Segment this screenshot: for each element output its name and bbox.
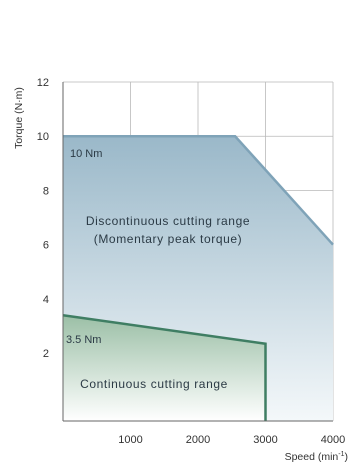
y-axis-title-text: Torque (N·m) — [13, 87, 25, 149]
discontinuous-range-label: Discontinuous cutting range — [86, 214, 250, 228]
continuous-torque-label: 3.5 Nm — [66, 334, 101, 346]
y-tick-label-6: 6 — [43, 240, 49, 252]
y-tick-label-12: 12 — [37, 77, 49, 89]
x-tick-labels: 1000 2000 3000 4000 — [118, 434, 345, 446]
continuous-range-boundary — [62, 313, 267, 421]
continuous-range-label: Continuous cutting range — [80, 377, 228, 391]
x-tick-label-2000: 2000 — [186, 434, 210, 446]
y-tick-label-8: 8 — [43, 185, 49, 197]
x-tick-label-1000: 1000 — [118, 434, 142, 446]
x-axis-title-text: Speed (min — [285, 451, 339, 463]
x-tick-label-4000: 4000 — [321, 434, 345, 446]
x-axis-title-close: ) — [345, 451, 349, 463]
y-tick-labels: 2 4 6 8 10 12 — [37, 77, 49, 360]
x-axis-title-superscript: -1 — [338, 451, 344, 458]
y-axis-title: Torque (N·m) — [13, 87, 25, 149]
discontinuous-range-boundary — [63, 134, 334, 246]
y-tick-label-2: 2 — [43, 348, 49, 360]
axes — [62, 82, 333, 422]
continuous-range-area — [63, 315, 266, 421]
discontinuous-range-sublabel: (Momentary peak torque) — [94, 232, 243, 246]
peak-torque-label: 10 Nm — [70, 148, 102, 160]
y-tick-label-10: 10 — [37, 131, 49, 143]
x-axis-title: Speed (min-1) — [285, 451, 348, 463]
y-tick-label-4: 4 — [43, 294, 49, 306]
x-tick-label-3000: 3000 — [253, 434, 277, 446]
